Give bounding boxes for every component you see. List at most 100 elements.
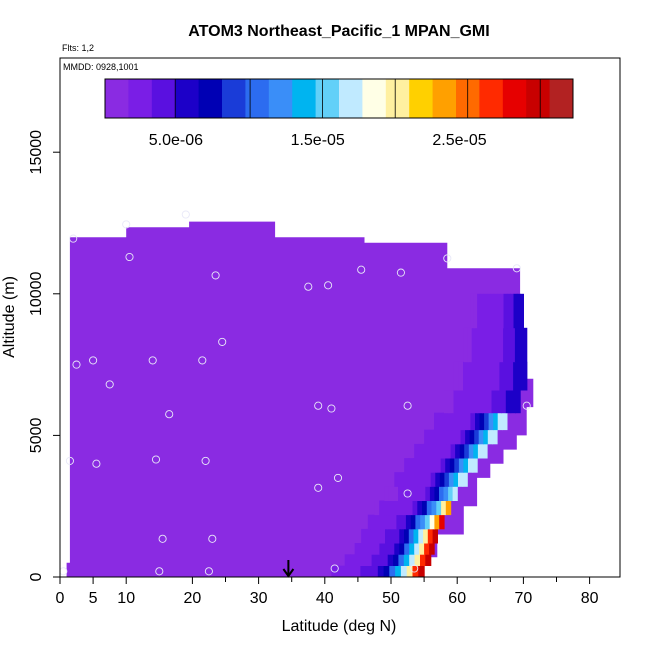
sample-point (151, 455, 161, 464)
y-tick-label: 0 (28, 572, 45, 581)
heatmap-cell (399, 528, 405, 544)
heatmap-cell (458, 361, 464, 391)
heatmap-cell (398, 500, 404, 516)
gradient-bands (331, 293, 528, 577)
colorbar-segment (151, 79, 176, 118)
heatmap-cell (504, 361, 510, 391)
heatmap-cell (366, 554, 373, 566)
colorbar-segment (409, 79, 433, 118)
heatmap-cell (474, 429, 480, 445)
heatmap-cell (405, 514, 412, 530)
colorbar-segment (268, 79, 293, 118)
x-axis-label: Latitude (deg N) (282, 618, 397, 635)
heatmap-cell (421, 472, 427, 487)
x-tick-label: 5 (89, 590, 98, 607)
heatmap-cell (434, 514, 440, 530)
heatmap-cell (518, 327, 524, 363)
sample-point (208, 534, 217, 543)
heatmap-cell (410, 514, 417, 530)
heatmap-cell (425, 486, 431, 501)
x-tick-label: 50 (382, 590, 400, 607)
heatmap-cell (517, 361, 523, 391)
heatmap-cell (408, 528, 415, 544)
heatmap-cell (473, 293, 478, 329)
sample-points (60, 210, 531, 576)
colorbar-tick-label: 1.5e-05 (291, 132, 345, 149)
heatmap-cell (384, 486, 390, 501)
heatmap-cell (420, 486, 426, 501)
heatmap-cell (432, 528, 438, 544)
heatmap-cell (331, 565, 338, 577)
heatmap-cell (463, 390, 469, 414)
heatmap-cell (408, 472, 414, 487)
heatmap-cell (377, 514, 383, 530)
heatmap-cell (372, 514, 378, 530)
heatmap-cell (490, 361, 496, 391)
heatmap-cell (465, 429, 471, 445)
heatmap-cell (508, 361, 514, 391)
heatmap-cell (484, 412, 490, 431)
colorbar: 5.0e-06 1.5e-05 2.5e-05 (104, 78, 574, 149)
plot-frame (59, 57, 621, 578)
heatmap-cell (354, 543, 361, 555)
heatmap-cell (439, 486, 445, 501)
heatmap-cell (406, 565, 414, 577)
x-tick-label: 0 (56, 590, 65, 607)
colorbar-tick-label: 2.5e-05 (432, 132, 486, 149)
heatmap-cell (475, 412, 481, 431)
colorbar-tick-label: 5.0e-06 (149, 132, 203, 149)
colorbar-segment (385, 79, 410, 118)
heatmap-cell (372, 565, 379, 577)
heatmap-cell (473, 443, 479, 459)
heatmap-cell (483, 327, 488, 363)
heatmap-cell (472, 361, 478, 391)
heatmap-cell (388, 500, 395, 516)
heatmap-cell (429, 543, 435, 555)
heatmap-cell (429, 486, 436, 501)
heatmap-cell (503, 293, 508, 329)
sample-point (357, 265, 366, 274)
heatmap-cell (359, 543, 366, 555)
heatmap-cell (456, 412, 462, 431)
heatmap-cell (371, 554, 378, 566)
heatmap-cell (404, 543, 410, 555)
heatmap-cell (459, 443, 465, 459)
heatmap-cell (515, 390, 521, 414)
heatmap-cell (502, 412, 508, 431)
heatmap-cell (431, 500, 437, 516)
heatmap-cell (510, 293, 515, 329)
heatmap-cell (417, 472, 423, 487)
heatmap-cell (436, 443, 443, 459)
heatmap-cell (375, 528, 381, 544)
heatmap-cell (497, 412, 503, 431)
heatmap-cell (477, 293, 481, 329)
heatmap-cell (360, 565, 367, 577)
heatmap-cell (428, 429, 434, 445)
heatmap-cell (506, 293, 511, 329)
flights-label: Flts: 1,2 (62, 43, 94, 53)
heatmap-cell (463, 458, 469, 473)
heatmap-cell (513, 293, 518, 329)
heatmap-cell (408, 458, 414, 473)
x-tick-label: 60 (448, 590, 466, 607)
heatmap-cell (463, 361, 469, 391)
heatmap-cell (483, 429, 489, 445)
heatmap-cell (398, 472, 405, 487)
heatmap-cell (389, 543, 395, 555)
sample-point (522, 401, 531, 410)
heatmap-cell (454, 458, 460, 473)
sample-point (122, 220, 131, 229)
heatmap-cell (424, 429, 430, 445)
sample-point (181, 210, 190, 219)
heatmap-cell (384, 500, 390, 516)
heatmap-cell (420, 554, 426, 566)
heatmap-cell (391, 514, 397, 530)
heatmap-cell (503, 327, 508, 363)
heatmap-cell (491, 390, 497, 414)
colorbar-segment (292, 79, 316, 118)
x-tick-label: 80 (581, 590, 599, 607)
sample-point (218, 337, 227, 346)
heatmap-cell (451, 429, 457, 445)
heatmap-cell (477, 390, 483, 414)
heatmap-cell (439, 472, 445, 487)
